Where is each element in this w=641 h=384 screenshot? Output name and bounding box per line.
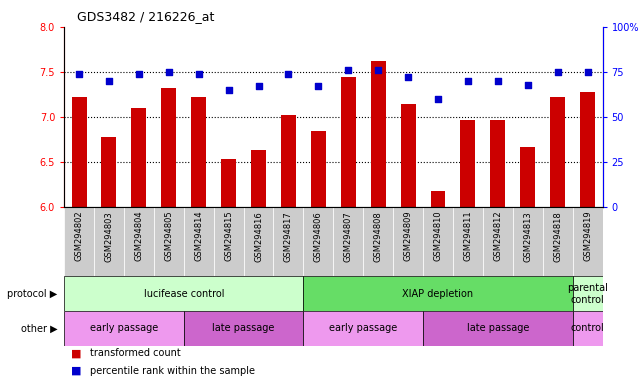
Point bbox=[373, 67, 383, 73]
Bar bbox=[244, 207, 274, 276]
Bar bbox=[64, 311, 184, 346]
Point bbox=[104, 78, 114, 84]
Text: GSM294811: GSM294811 bbox=[463, 211, 472, 262]
Bar bbox=[251, 150, 266, 207]
Bar bbox=[64, 276, 303, 311]
Text: GSM294807: GSM294807 bbox=[344, 211, 353, 262]
Bar bbox=[131, 108, 146, 207]
Text: other ▶: other ▶ bbox=[21, 323, 58, 333]
Bar bbox=[274, 207, 303, 276]
Point bbox=[522, 81, 533, 88]
Text: lucifease control: lucifease control bbox=[144, 289, 224, 299]
Bar bbox=[543, 207, 572, 276]
Text: GSM294810: GSM294810 bbox=[433, 211, 442, 262]
Bar bbox=[453, 207, 483, 276]
Bar bbox=[281, 115, 296, 207]
Bar bbox=[423, 311, 572, 346]
Bar bbox=[162, 88, 176, 207]
Text: early passage: early passage bbox=[90, 323, 158, 333]
Bar bbox=[303, 276, 572, 311]
Text: ■: ■ bbox=[71, 366, 81, 376]
Point bbox=[433, 96, 443, 102]
Text: late passage: late passage bbox=[212, 323, 275, 333]
Text: percentile rank within the sample: percentile rank within the sample bbox=[90, 366, 254, 376]
Bar bbox=[124, 207, 154, 276]
Bar bbox=[550, 97, 565, 207]
Bar bbox=[370, 61, 386, 207]
Text: GSM294805: GSM294805 bbox=[164, 211, 173, 262]
Text: GSM294813: GSM294813 bbox=[523, 211, 532, 262]
Point bbox=[493, 78, 503, 84]
Text: GSM294815: GSM294815 bbox=[224, 211, 233, 262]
Bar bbox=[401, 104, 415, 207]
Point bbox=[163, 69, 174, 75]
Text: GSM294803: GSM294803 bbox=[104, 211, 113, 262]
Text: ■: ■ bbox=[71, 348, 81, 358]
Bar bbox=[184, 311, 303, 346]
Bar bbox=[213, 207, 244, 276]
Bar bbox=[221, 159, 236, 207]
Point bbox=[74, 71, 84, 77]
Bar bbox=[393, 207, 423, 276]
Point bbox=[403, 74, 413, 81]
Text: transformed count: transformed count bbox=[90, 348, 181, 358]
Bar bbox=[191, 97, 206, 207]
Bar bbox=[311, 131, 326, 207]
Bar bbox=[184, 207, 213, 276]
Bar bbox=[72, 97, 87, 207]
Text: GDS3482 / 216226_at: GDS3482 / 216226_at bbox=[77, 10, 214, 23]
Bar bbox=[363, 207, 393, 276]
Text: GSM294806: GSM294806 bbox=[314, 211, 323, 262]
Bar bbox=[303, 311, 423, 346]
Point bbox=[463, 78, 473, 84]
Text: early passage: early passage bbox=[329, 323, 397, 333]
Text: GSM294809: GSM294809 bbox=[404, 211, 413, 262]
Bar bbox=[303, 207, 333, 276]
Bar bbox=[513, 207, 543, 276]
Text: protocol ▶: protocol ▶ bbox=[8, 289, 58, 299]
Text: GSM294808: GSM294808 bbox=[374, 211, 383, 262]
Point bbox=[253, 83, 263, 89]
Point bbox=[194, 71, 204, 77]
Text: GSM294817: GSM294817 bbox=[284, 211, 293, 262]
Bar bbox=[333, 207, 363, 276]
Point bbox=[134, 71, 144, 77]
Bar bbox=[483, 207, 513, 276]
Text: GSM294814: GSM294814 bbox=[194, 211, 203, 262]
Text: late passage: late passage bbox=[467, 323, 529, 333]
Text: GSM294818: GSM294818 bbox=[553, 211, 562, 262]
Point bbox=[224, 87, 234, 93]
Bar bbox=[580, 92, 595, 207]
Bar bbox=[490, 120, 505, 207]
Bar bbox=[572, 276, 603, 311]
Point bbox=[343, 67, 353, 73]
Bar bbox=[423, 207, 453, 276]
Text: XIAP depletion: XIAP depletion bbox=[403, 289, 474, 299]
Text: GSM294819: GSM294819 bbox=[583, 211, 592, 262]
Bar bbox=[94, 207, 124, 276]
Text: parental
control: parental control bbox=[567, 283, 608, 305]
Point bbox=[583, 69, 593, 75]
Text: GSM294804: GSM294804 bbox=[135, 211, 144, 262]
Bar bbox=[341, 76, 356, 207]
Bar bbox=[520, 147, 535, 207]
Bar bbox=[431, 191, 445, 207]
Bar bbox=[154, 207, 184, 276]
Bar bbox=[572, 311, 603, 346]
Bar bbox=[101, 137, 117, 207]
Point bbox=[553, 69, 563, 75]
Text: GSM294802: GSM294802 bbox=[74, 211, 83, 262]
Point bbox=[313, 83, 324, 89]
Text: GSM294812: GSM294812 bbox=[494, 211, 503, 262]
Text: GSM294816: GSM294816 bbox=[254, 211, 263, 262]
Bar bbox=[572, 207, 603, 276]
Point bbox=[283, 71, 294, 77]
Text: control: control bbox=[570, 323, 604, 333]
Bar bbox=[64, 207, 94, 276]
Bar bbox=[460, 120, 476, 207]
